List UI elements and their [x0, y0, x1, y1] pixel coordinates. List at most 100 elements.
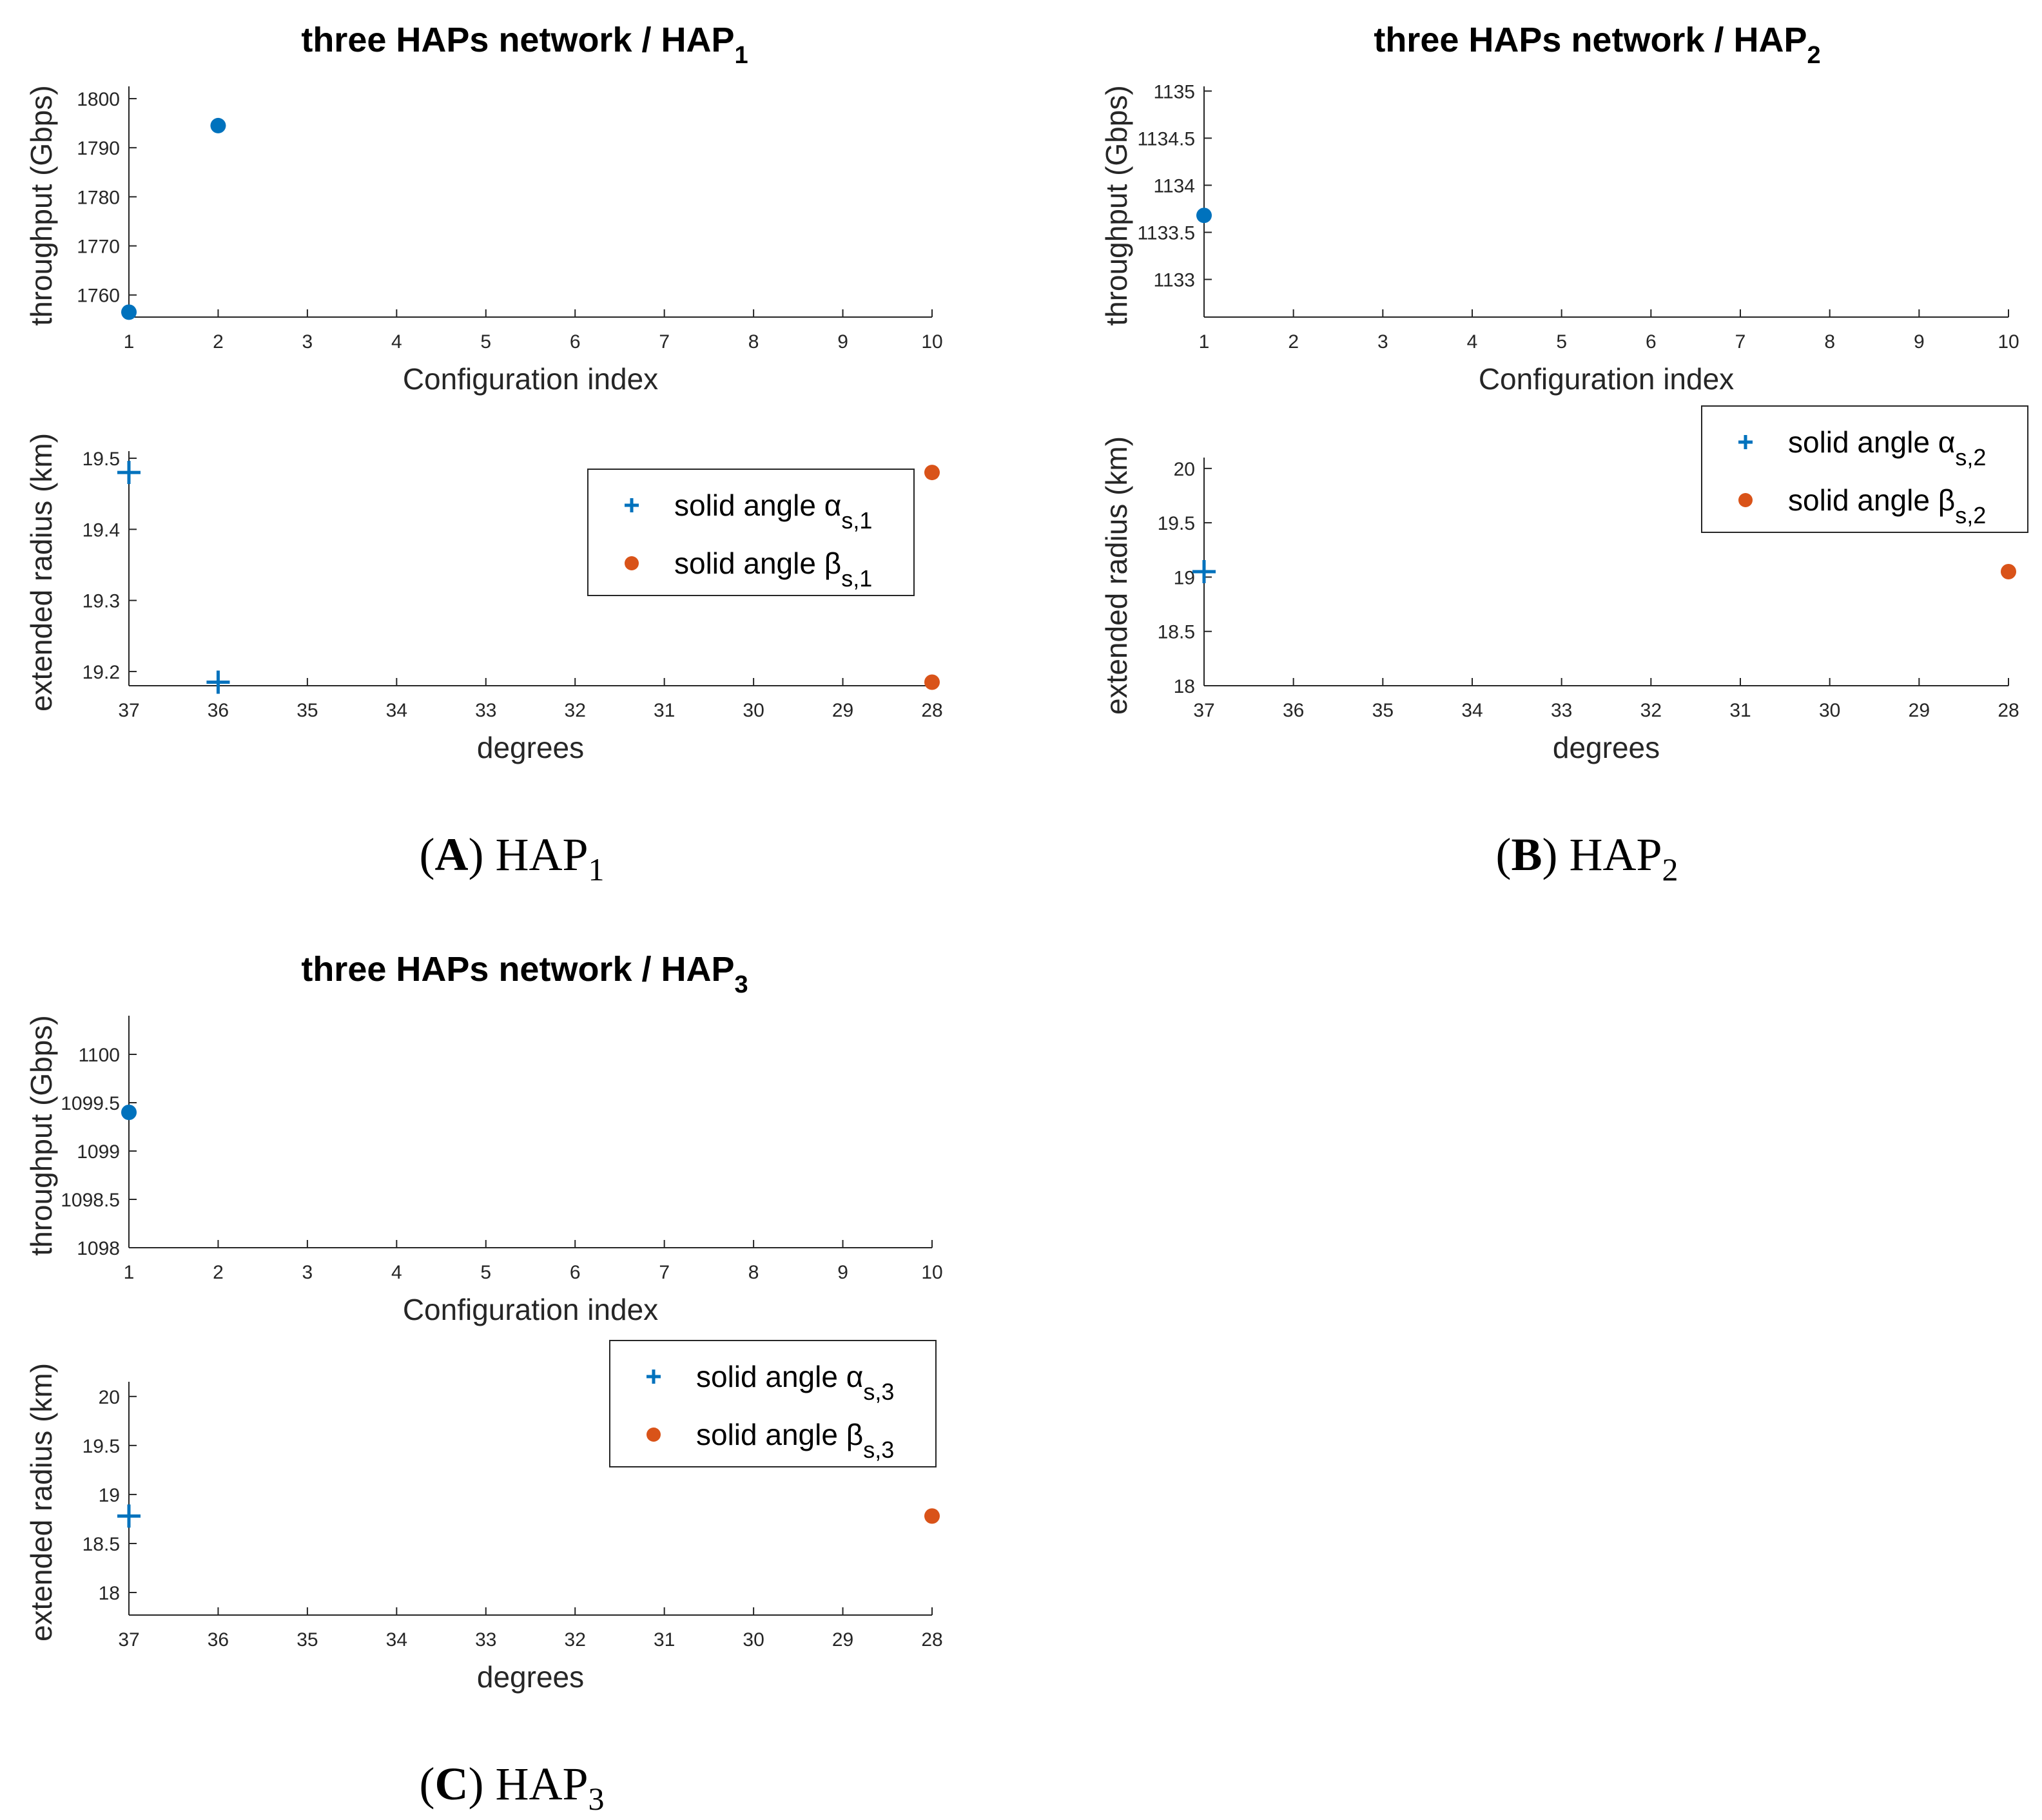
x-axis-label: degrees [477, 731, 584, 764]
legend-entry-subscript: s,3 [863, 1379, 894, 1405]
chart-title-subscript: 1 [735, 42, 748, 69]
legend-entry-subscript: s,1 [841, 565, 872, 592]
legend-box [609, 1340, 937, 1467]
y-tick-label: 19.5 [83, 449, 120, 470]
caption-paren-open: ( [1495, 829, 1511, 880]
x-tick-label: 10 [1998, 331, 2019, 353]
x-tick-label: 9 [837, 1262, 848, 1283]
x-axis-label: degrees [1553, 731, 1660, 764]
x-tick-label: 3 [302, 1262, 313, 1283]
caption-text: HAP [495, 1758, 588, 1810]
legend-beta-marker [625, 556, 639, 570]
x-tick-label: 35 [297, 700, 318, 721]
caption-letter: A [434, 829, 468, 880]
y-tick-label: 19.3 [83, 591, 120, 612]
y-tick-label: 1780 [77, 187, 120, 208]
legend-entry-symbol: α [1938, 425, 1956, 459]
chart-title: three HAPs network / HAP1 [301, 21, 748, 69]
x-tick-label: 5 [1556, 331, 1567, 353]
y-tick-label: 19 [1174, 567, 1195, 588]
x-tick-label: 33 [475, 700, 496, 721]
beta-point [924, 1508, 940, 1524]
chart-title-subscript: 3 [735, 971, 748, 998]
x-tick-label: 31 [1729, 700, 1751, 721]
y-tick-label: 20 [1174, 459, 1195, 480]
x-tick-label: 3 [1377, 331, 1388, 353]
caption-subscript: 2 [1662, 851, 1678, 887]
legend-entry-subscript: s,2 [1955, 444, 1986, 470]
x-tick-label: 37 [118, 700, 139, 721]
x-tick-label: 28 [921, 1629, 942, 1651]
x-tick-label: 6 [570, 331, 581, 353]
x-tick-label: 30 [1819, 700, 1840, 721]
x-tick-label: 28 [921, 700, 942, 721]
legend-entry-subscript: s,1 [841, 507, 872, 534]
x-tick-label: 30 [743, 1629, 764, 1651]
x-tick-label: 4 [391, 1262, 402, 1283]
caption-letter: C [434, 1758, 468, 1810]
y-tick-label: 1800 [77, 89, 120, 110]
x-tick-label: 2 [213, 1262, 224, 1283]
bottom-axes: 37 36 35 34 33 32 31 30 29 28 19.2 19.3 19.4 19.5 degr… [24, 433, 943, 764]
top-axes: 1 2 3 4 5 6 7 8 9 10 1133 1133.5 1134 1134.5 1135 Confi… [1100, 81, 2019, 396]
y-tick-label: 1790 [77, 138, 120, 159]
caption-text: HAP [495, 829, 588, 880]
caption-paren-close: ) [1542, 829, 1569, 880]
y-axis-label: extended radius (km) [24, 433, 58, 712]
x-tick-label: 1 [124, 1262, 135, 1283]
legend-entry-text: solid angle [696, 1418, 846, 1451]
top-axes: 1 2 3 4 5 6 7 8 9 10 1760 1770 1780 1790 1800 Configura… [24, 85, 943, 396]
x-tick-label: 3 [302, 331, 313, 353]
x-axis-label: Configuration index [403, 362, 658, 396]
x-tick-label: 6 [1646, 331, 1657, 353]
alpha-point [117, 1504, 141, 1528]
throughput-point [210, 117, 226, 133]
alpha-point [117, 461, 141, 485]
y-tick-label: 1133.5 [1137, 222, 1195, 244]
legend-beta-marker [647, 1428, 661, 1442]
y-tick-label: 1098 [77, 1238, 120, 1259]
caption-letter: B [1511, 829, 1542, 880]
x-tick-label: 31 [654, 700, 675, 721]
y-tick-label: 1134 [1153, 175, 1195, 197]
y-tick-label: 19.4 [83, 519, 120, 541]
legend-entry-symbol: β [846, 1418, 863, 1451]
legend-entry-symbol: β [1938, 483, 1955, 517]
y-tick-label: 20 [99, 1387, 120, 1408]
x-tick-label: 35 [297, 1629, 318, 1651]
x-tick-label: 36 [208, 1629, 229, 1651]
y-tick-label: 18.5 [83, 1534, 120, 1555]
y-tick-label: 1135 [1153, 81, 1195, 102]
x-tick-label: 8 [748, 331, 759, 353]
x-axis-label: Configuration index [1479, 362, 1734, 396]
legend-entry-text: solid angle [674, 547, 824, 580]
x-tick-label: 8 [1824, 331, 1835, 353]
chart-title-text: three HAPs network / HAP [301, 21, 734, 59]
x-tick-label: 10 [921, 1262, 942, 1283]
y-tick-label: 19.2 [83, 662, 120, 683]
x-tick-label: 5 [480, 1262, 491, 1283]
caption-paren-close: ) [468, 829, 495, 880]
legend-beta-marker [1738, 493, 1753, 507]
x-tick-label: 30 [743, 700, 764, 721]
x-tick-label: 1 [1199, 331, 1210, 353]
x-tick-label: 7 [659, 331, 670, 353]
y-tick-label: 1099 [77, 1141, 120, 1163]
caption-subscript: 3 [588, 1781, 605, 1817]
beta-point [2001, 564, 2016, 579]
x-tick-label: 29 [1909, 700, 1930, 721]
x-tick-label: 2 [1288, 331, 1299, 353]
x-tick-label: 9 [1914, 331, 1925, 353]
x-tick-label: 6 [570, 1262, 581, 1283]
legend-entry-text: solid angle [1788, 483, 1938, 517]
x-axis-label: Configuration index [403, 1293, 658, 1326]
x-tick-label: 1 [124, 331, 135, 353]
x-tick-label: 2 [213, 331, 224, 353]
legend-entry: solid angle αs,3 [696, 1360, 894, 1405]
chart-title: three HAPs network / HAP2 [1374, 21, 1820, 69]
x-tick-label: 37 [118, 1629, 139, 1651]
